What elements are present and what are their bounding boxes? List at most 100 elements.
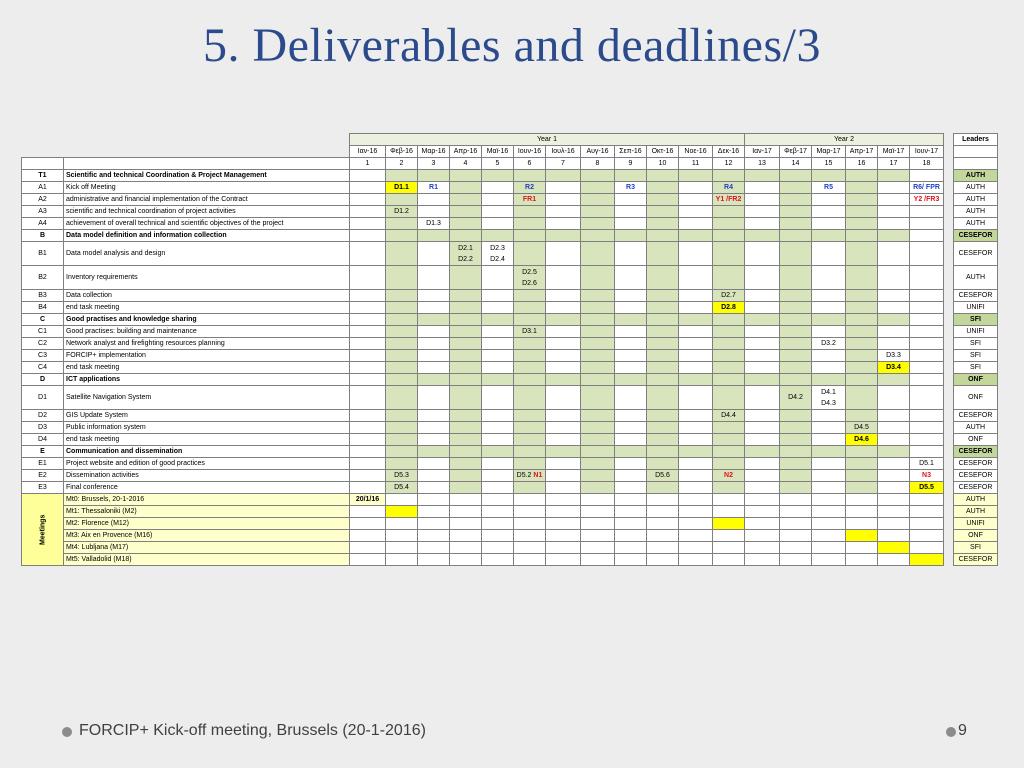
- task-id: C1: [21, 325, 64, 338]
- leader-cell: CESEFOR: [953, 445, 998, 458]
- timeline-cell: [545, 181, 581, 194]
- timeline-cell: [909, 421, 944, 434]
- timeline-cell: [349, 505, 386, 518]
- timeline-cell: [877, 169, 910, 182]
- timeline-cell: [580, 517, 615, 530]
- meeting-name: Mt0: Brussels, 20-1-2016: [63, 493, 350, 506]
- timeline-cell: [712, 205, 745, 218]
- task-name: Inventory requirements: [63, 265, 350, 290]
- timeline-cell: [712, 349, 745, 362]
- timeline-cell: [744, 445, 780, 458]
- financial-marker: N3: [922, 472, 931, 479]
- timeline-cell: [349, 301, 386, 314]
- leader-cell: ONF: [953, 433, 998, 446]
- timeline-cell: [811, 541, 846, 554]
- timeline-cell: [811, 265, 846, 290]
- task-id: D4: [21, 433, 64, 446]
- timeline-cell: [678, 409, 713, 422]
- timeline-cell: [449, 541, 482, 554]
- timeline-cell: [678, 505, 713, 518]
- timeline-cell: [481, 445, 514, 458]
- month-number: 17: [877, 157, 910, 170]
- timeline-cell: [877, 325, 910, 338]
- task-name: Network analyst and firefighting resourc…: [63, 337, 350, 350]
- month-number: 7: [545, 157, 581, 170]
- timeline-cell: [545, 217, 581, 230]
- timeline-cell: [614, 469, 647, 482]
- gap-cell: [944, 158, 954, 170]
- timeline-cell: [481, 505, 514, 518]
- task-name: Scientific and technical Coordination & …: [63, 169, 350, 182]
- leader-cell: CESEFOR: [953, 553, 998, 566]
- meeting-marker: [909, 553, 944, 566]
- timeline-cell: [744, 433, 780, 446]
- timeline-cell: [580, 325, 615, 338]
- report-marker: R3: [626, 184, 635, 191]
- deliverable-cell: D3.3: [877, 349, 910, 362]
- task-id: E: [21, 445, 64, 458]
- timeline-cell: [580, 361, 615, 374]
- timeline-cell: [779, 241, 812, 266]
- timeline-cell: [678, 205, 713, 218]
- timeline-cell: [580, 505, 615, 518]
- page-number: 9: [958, 722, 967, 739]
- gap-cell: [944, 314, 954, 326]
- task-id: A3: [21, 205, 64, 218]
- leader-cell: ONF: [953, 385, 998, 410]
- id-cell: [21, 157, 64, 170]
- deliverable-label: D4.5: [854, 424, 869, 431]
- timeline-cell: [779, 361, 812, 374]
- timeline-cell: [678, 313, 713, 326]
- timeline-cell: [481, 301, 514, 314]
- timeline-cell: [678, 181, 713, 194]
- timeline-cell: [779, 229, 812, 242]
- timeline-cell: [614, 313, 647, 326]
- timeline-cell: [845, 541, 878, 554]
- task-name: Communication and dissemination: [63, 445, 350, 458]
- timeline-cell: [909, 361, 944, 374]
- timeline-cell: [845, 373, 878, 386]
- task-id: C4: [21, 361, 64, 374]
- leader-cell: CESEFOR: [953, 241, 998, 266]
- deliverable-label: D3.1: [522, 328, 537, 335]
- timeline-cell: [779, 205, 812, 218]
- deliverable-label: D1.1: [394, 184, 409, 191]
- month-number: 2: [385, 157, 418, 170]
- leader-cell: SFI: [953, 541, 998, 554]
- timeline-cell: [385, 421, 418, 434]
- timeline-cell: [646, 289, 679, 302]
- meeting-marker: [877, 541, 910, 554]
- timeline-cell: [580, 373, 615, 386]
- timeline-cell: [385, 361, 418, 374]
- timeline-cell: [481, 265, 514, 290]
- timeline-cell: [580, 409, 615, 422]
- timeline-cell: [545, 493, 581, 506]
- meeting-name: Mt4: Lubljana (M17): [63, 541, 350, 554]
- timeline-cell: [481, 325, 514, 338]
- leader-cell: SFI: [953, 313, 998, 326]
- timeline-cell: [811, 517, 846, 530]
- timeline-cell: [513, 241, 546, 266]
- timeline-cell: [481, 337, 514, 350]
- timeline-cell: [349, 325, 386, 338]
- month-number: 8: [580, 157, 615, 170]
- gap-cell: [944, 374, 954, 386]
- timeline-cell: [712, 265, 745, 290]
- timeline-cell: [545, 541, 581, 554]
- timeline-cell: [481, 553, 514, 566]
- timeline-cell: [646, 229, 679, 242]
- deliverable-label: D4.4: [721, 412, 736, 419]
- timeline-cell: [349, 541, 386, 554]
- timeline-cell: [481, 409, 514, 422]
- timeline-cell: [909, 385, 944, 410]
- timeline-cell: [811, 289, 846, 302]
- timeline-cell: [877, 313, 910, 326]
- deliverable-label: D5.1: [919, 460, 934, 467]
- task-id: C: [21, 313, 64, 326]
- timeline-cell: [678, 289, 713, 302]
- leader-cell: ONF: [953, 373, 998, 386]
- timeline-cell: [744, 481, 780, 494]
- timeline-cell: [449, 529, 482, 542]
- timeline-cell: [545, 421, 581, 434]
- timeline-cell: [877, 529, 910, 542]
